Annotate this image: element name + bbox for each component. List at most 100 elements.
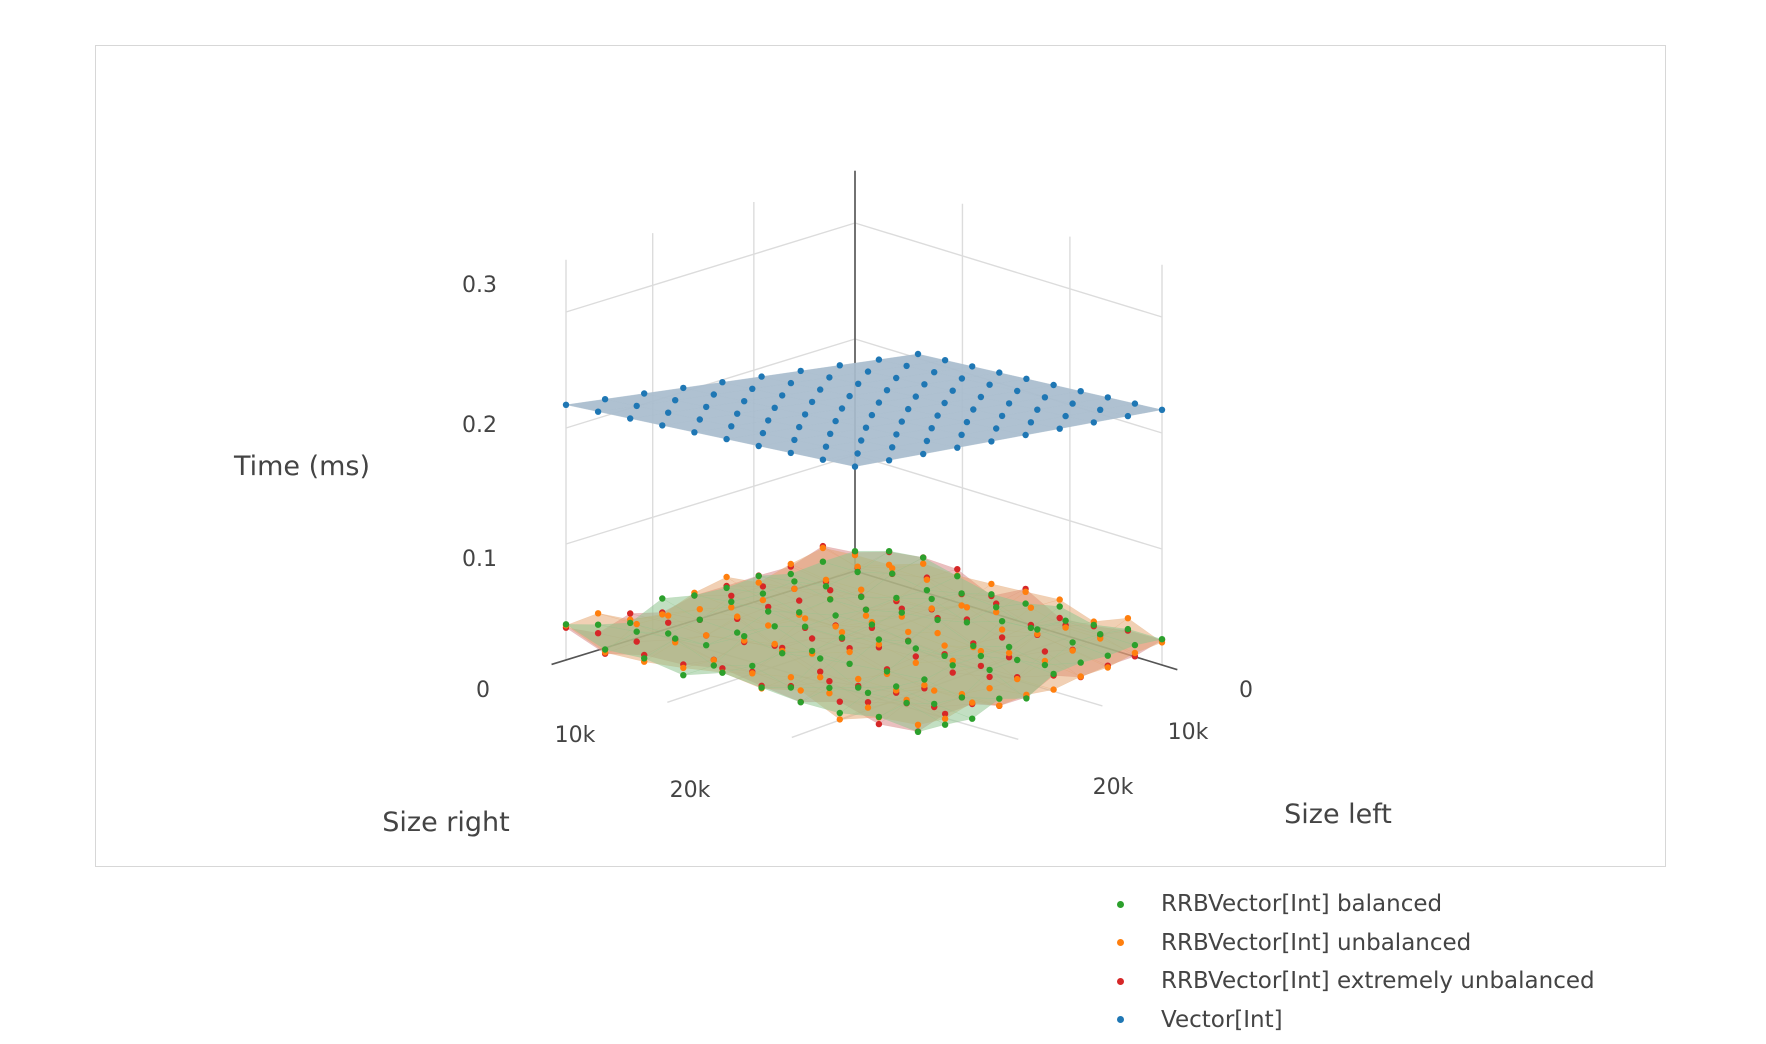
point-balanced — [921, 676, 928, 683]
point-balanced — [1104, 652, 1112, 659]
point-balanced — [703, 642, 710, 649]
point-vector — [562, 401, 570, 408]
point-unbalanced — [941, 642, 948, 649]
point-unbalanced — [1005, 649, 1013, 657]
point-vector — [862, 424, 870, 431]
legend-item[interactable]: RRBVector[Int] balanced — [1110, 885, 1730, 924]
point-vector — [659, 422, 666, 429]
point-unbalanced — [759, 596, 767, 604]
point-vector — [691, 429, 698, 436]
point-extremely-unbalanced — [826, 678, 833, 685]
point-vector — [723, 435, 730, 443]
point-unbalanced — [832, 623, 839, 630]
point-balanced — [1027, 624, 1035, 632]
point-vector — [728, 423, 735, 430]
point-unbalanced — [819, 544, 827, 552]
y-axis-title: Size right — [382, 807, 509, 838]
point-unbalanced — [977, 647, 985, 655]
point-balanced — [920, 554, 927, 561]
point-unbalanced — [680, 664, 687, 672]
point-vector — [846, 392, 853, 400]
point-vector — [954, 444, 961, 451]
point-balanced — [1069, 639, 1076, 646]
point-vector — [949, 387, 956, 394]
point-balanced — [958, 694, 966, 701]
point-vector — [903, 362, 910, 370]
point-unbalanced — [1104, 664, 1112, 671]
point-balanced — [1034, 626, 1041, 633]
point-extremely-unbalanced — [836, 698, 843, 705]
point-unbalanced — [797, 687, 804, 694]
point-vector — [633, 402, 640, 410]
legend-item[interactable]: Vector[Int] — [1110, 1001, 1730, 1040]
point-unbalanced — [749, 670, 756, 677]
point-extremely-unbalanced — [817, 668, 824, 675]
point-unbalanced — [958, 602, 965, 609]
point-balanced — [1005, 643, 1013, 651]
point-unbalanced — [858, 586, 865, 593]
point-balanced — [827, 596, 834, 603]
point-balanced — [1131, 641, 1139, 649]
point-unbalanced — [765, 622, 772, 629]
point-vector — [977, 393, 985, 401]
point-unbalanced — [934, 629, 941, 637]
y-tick-label: 10k — [555, 723, 596, 748]
point-vector — [851, 463, 859, 470]
point-balanced — [898, 609, 905, 616]
point-unbalanced — [993, 608, 1000, 616]
point-vector — [885, 457, 893, 464]
point-unbalanced — [826, 690, 833, 697]
point-balanced — [851, 548, 859, 555]
point-vector — [969, 363, 976, 370]
point-balanced — [1023, 695, 1030, 702]
legend-item[interactable]: RRBVector[Int] extremely unbalanced — [1110, 962, 1730, 1001]
point-balanced — [986, 666, 993, 674]
data-points — [562, 350, 1166, 735]
point-extremely-unbalanced — [808, 635, 816, 642]
point-unbalanced — [710, 656, 717, 664]
point-unbalanced — [875, 641, 883, 648]
point-balanced — [819, 558, 827, 565]
point-vector — [822, 443, 830, 450]
point-vector — [836, 362, 843, 369]
y-tick-label: 20k — [670, 778, 711, 803]
point-vector — [928, 425, 935, 432]
point-unbalanced — [949, 657, 956, 664]
point-balanced — [977, 652, 985, 660]
point-unbalanced — [1050, 686, 1057, 693]
point-balanced — [903, 699, 910, 707]
point-balanced — [758, 684, 765, 691]
point-vector — [858, 437, 865, 444]
point-vector — [680, 384, 687, 392]
point-vector — [1062, 412, 1069, 420]
z-grid-line — [565, 454, 856, 545]
point-balanced — [998, 618, 1006, 625]
point-unbalanced — [1034, 630, 1041, 638]
point-extremely-unbalanced — [627, 610, 634, 617]
point-extremely-unbalanced — [728, 592, 735, 599]
point-vector — [898, 418, 905, 425]
point-vector — [826, 374, 833, 381]
point-balanced — [1090, 621, 1098, 629]
point-vector — [817, 386, 824, 393]
point-extremely-unbalanced — [1056, 614, 1063, 622]
point-vector — [875, 356, 883, 363]
point-balanced — [562, 621, 570, 628]
point-balanced — [928, 595, 935, 603]
point-vector — [797, 367, 804, 375]
point-vector — [665, 409, 672, 416]
point-balanced — [755, 572, 762, 580]
point-vector — [988, 438, 995, 445]
point-vector — [934, 412, 941, 419]
point-unbalanced — [838, 629, 846, 636]
point-balanced — [912, 645, 919, 652]
legend-item[interactable]: RRBVector[Int] unbalanced — [1110, 924, 1730, 963]
point-unbalanced — [771, 640, 778, 648]
point-balanced — [826, 684, 833, 692]
point-extremely-unbalanced — [594, 630, 602, 637]
point-unbalanced — [1014, 675, 1021, 683]
point-vector — [787, 379, 795, 387]
point-balanced — [779, 650, 786, 657]
